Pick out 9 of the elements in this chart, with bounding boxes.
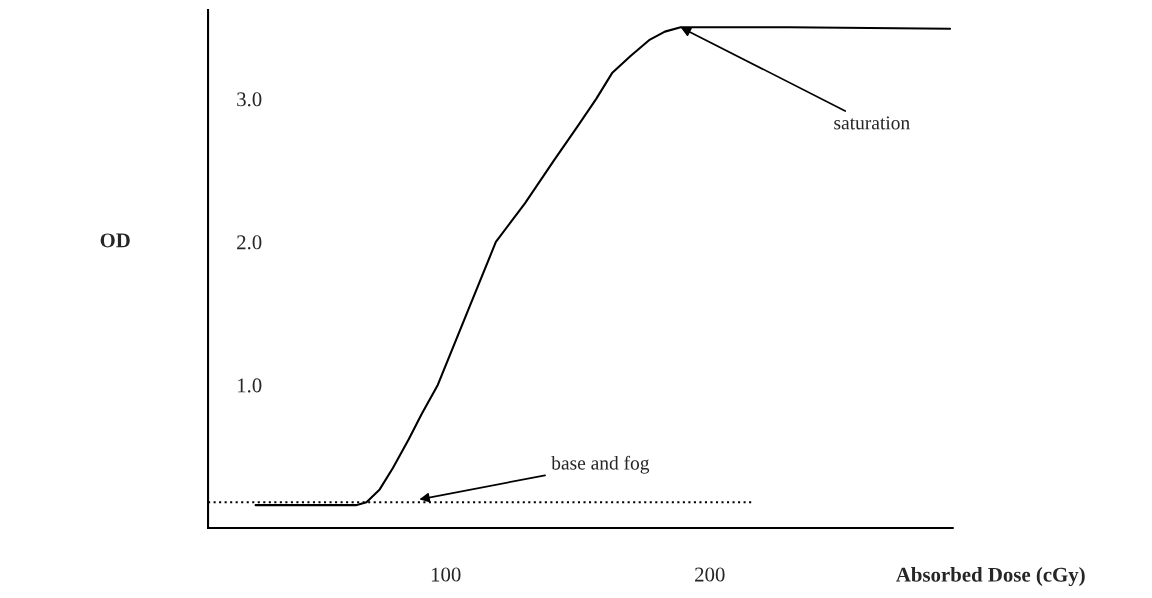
y-axis-title: OD	[100, 233, 130, 248]
y-tick-label: 1.0	[238, 378, 262, 393]
y-tick-label: 3.0	[237, 92, 262, 107]
x-tick-label: 100	[431, 567, 461, 582]
x-axis-title: Absorbed Dose (cGy)	[896, 567, 1085, 587]
x-tick-label: 200	[695, 567, 725, 582]
y-tick-label: 2.0	[237, 235, 262, 250]
annotation: saturation	[834, 116, 910, 130]
annotation: base and fog	[551, 455, 650, 474]
